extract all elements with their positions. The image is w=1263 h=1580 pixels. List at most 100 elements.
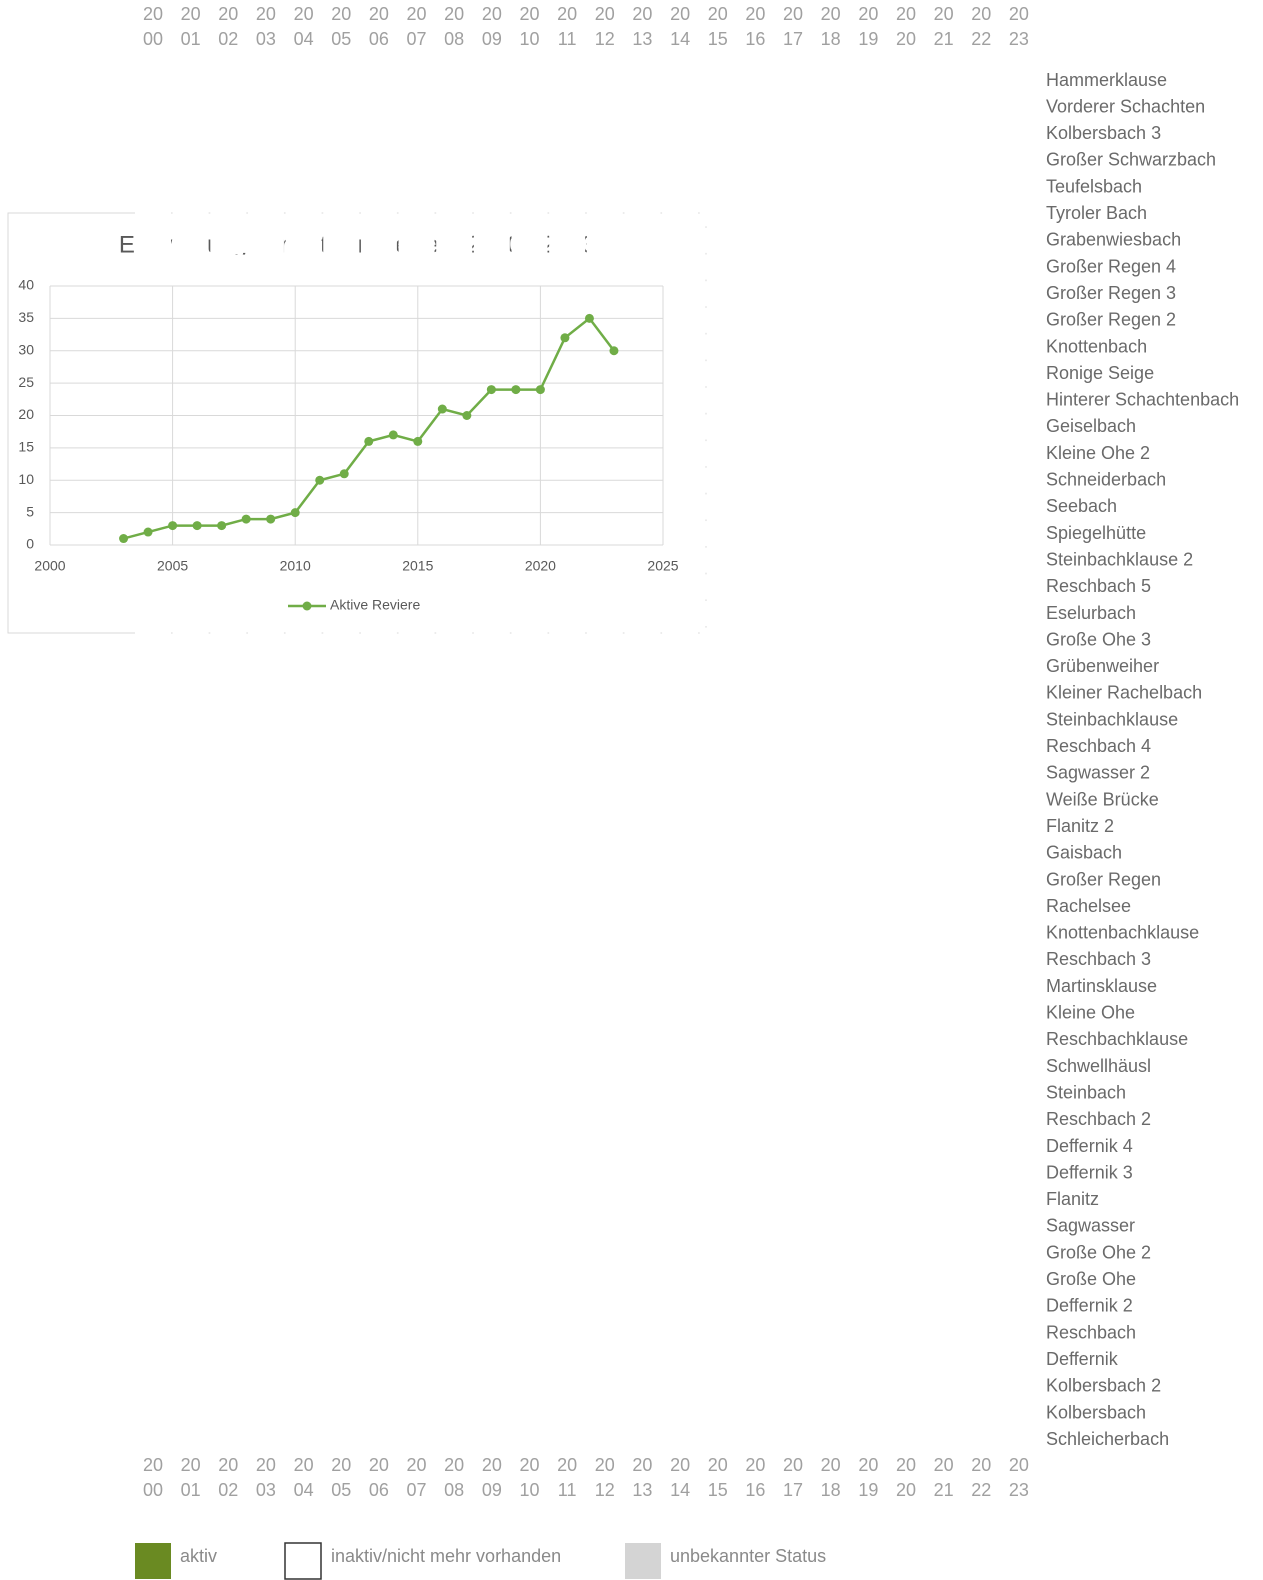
status-cell: [775, 387, 812, 413]
status-cell: [172, 1400, 209, 1426]
status-cell: [624, 574, 661, 600]
status-cell: [210, 1107, 247, 1133]
point: [413, 436, 423, 446]
year-label: 20: [482, 1455, 502, 1475]
year-label: 20: [444, 1455, 464, 1475]
status-cell: [662, 281, 699, 307]
status-cell: [398, 547, 435, 573]
status-cell: [775, 147, 812, 173]
status-cell: [285, 227, 322, 253]
status-cell: [812, 334, 849, 360]
status-cell: [436, 680, 473, 706]
status-cell: [247, 94, 284, 120]
year-label: 23: [1009, 1480, 1029, 1500]
status-cell: [398, 361, 435, 387]
status-cell: [699, 894, 736, 920]
status-cell: [172, 787, 209, 813]
year-label: 20: [294, 1455, 314, 1475]
status-cell: [586, 441, 623, 467]
legend-swatch: [625, 1543, 661, 1579]
status-cell: [775, 254, 812, 280]
status-cell: [360, 974, 397, 1000]
status-cell: [549, 1080, 586, 1106]
year-label: 20: [632, 4, 652, 24]
status-cell: [436, 707, 473, 733]
status-cell: [737, 174, 774, 200]
year-label: 17: [783, 29, 803, 49]
status-cell: [662, 867, 699, 893]
year-label: 00: [143, 1480, 163, 1500]
status-cell: [662, 147, 699, 173]
status-cell: [699, 201, 736, 227]
status-cell: [285, 734, 322, 760]
year-label: 18: [821, 29, 841, 49]
status-cell: [360, 174, 397, 200]
status-cell: [360, 894, 397, 920]
status-cell: [473, 760, 510, 786]
status-cell: [398, 334, 435, 360]
status-cell: [172, 1293, 209, 1319]
status-cell: [285, 814, 322, 840]
status-cell: [775, 467, 812, 493]
status-cell: [549, 494, 586, 520]
status-cell: [398, 814, 435, 840]
status-cell: [699, 387, 736, 413]
status-cell: [210, 654, 247, 680]
status-cell: [511, 947, 548, 973]
status-cell: [323, 521, 360, 547]
status-cell: [360, 840, 397, 866]
status-cell: [172, 1240, 209, 1266]
year-label: 14: [670, 29, 690, 49]
year-label: 16: [745, 29, 765, 49]
status-cell: [436, 254, 473, 280]
status-cell: [850, 334, 887, 360]
year-label: 21: [934, 29, 954, 49]
status-cell: [285, 1320, 322, 1346]
status-cell: [699, 174, 736, 200]
point: [584, 313, 594, 323]
status-cell: [323, 654, 360, 680]
year-label: 20: [783, 1455, 803, 1475]
status-cell: [436, 307, 473, 333]
status-cell: [135, 1400, 171, 1426]
status-cell: [360, 521, 397, 547]
status-cell: [210, 1134, 247, 1159]
status-cell: [549, 627, 586, 653]
row-label: Tyroler Bach: [1046, 203, 1147, 223]
year-label: 20: [557, 1455, 577, 1475]
status-cell: [323, 1320, 360, 1346]
status-cell: [135, 734, 171, 760]
status-cell: [511, 814, 548, 840]
status-cell: [586, 814, 623, 840]
status-cell: [285, 1267, 322, 1293]
status-cell: [662, 707, 699, 733]
point: [486, 385, 496, 395]
row-label: Steinbachklause 2: [1046, 549, 1193, 569]
status-cell: [699, 814, 736, 840]
status-cell: [737, 547, 774, 573]
status-cell: [398, 947, 435, 973]
status-cell: [511, 227, 548, 253]
status-cell: [511, 787, 548, 813]
status-cell: [812, 174, 849, 200]
status-cell: [247, 68, 284, 93]
status-cell: [662, 734, 699, 760]
status-cell: [172, 414, 209, 440]
status-cell: [135, 1293, 171, 1319]
status-cell: [473, 201, 510, 227]
status-cell: [586, 760, 623, 786]
status-cell: [247, 521, 284, 547]
status-cell: [285, 334, 322, 360]
legend-swatch: [135, 1543, 171, 1579]
status-cell: [436, 894, 473, 920]
year-label: 20: [896, 4, 916, 24]
status-cell: [436, 574, 473, 600]
status-cell: [436, 867, 473, 893]
status-cell: [210, 974, 247, 1000]
status-cell: [436, 521, 473, 547]
year-label: 07: [407, 1480, 427, 1500]
status-cell: [210, 254, 247, 280]
status-cell: [662, 174, 699, 200]
status-cell: [210, 1000, 247, 1026]
year-label: 20: [444, 4, 464, 24]
